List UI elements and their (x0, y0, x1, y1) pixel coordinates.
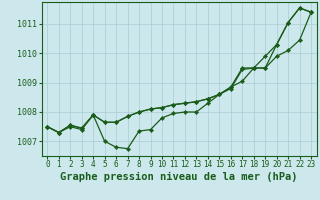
X-axis label: Graphe pression niveau de la mer (hPa): Graphe pression niveau de la mer (hPa) (60, 172, 298, 182)
